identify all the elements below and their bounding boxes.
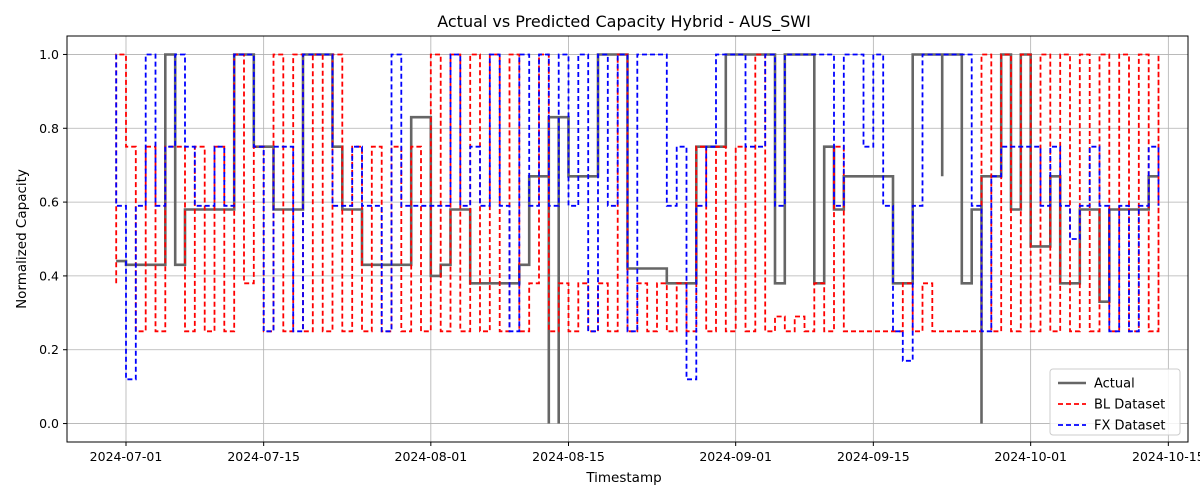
x-tick-label: 2024-07-15 bbox=[227, 449, 300, 464]
y-tick-label: 0.2 bbox=[39, 342, 59, 357]
x-tick-label: 2024-10-15 bbox=[1132, 449, 1200, 464]
y-tick-label: 0.0 bbox=[39, 416, 59, 431]
y-axis-title: Normalized Capacity bbox=[14, 169, 30, 309]
legend-label: Actual bbox=[1094, 377, 1135, 392]
x-tick-label: 2024-08-15 bbox=[532, 449, 605, 464]
x-tick-label: 2024-08-01 bbox=[395, 449, 468, 464]
x-axis-title: Timestamp bbox=[585, 470, 661, 486]
legend-box bbox=[1049, 368, 1181, 436]
series-line-bl-dataset bbox=[115, 53, 1160, 333]
y-tick-label: 1.0 bbox=[39, 47, 59, 62]
series-layer bbox=[115, 53, 1160, 424]
x-tick-label: 2024-09-15 bbox=[837, 449, 910, 464]
legend-label: FX Dataset bbox=[1094, 419, 1165, 434]
legend: Actual BL Dataset FX Dataset bbox=[1049, 368, 1181, 436]
x-tick-label: 2024-10-01 bbox=[994, 449, 1067, 464]
y-tick-label: 0.8 bbox=[39, 121, 59, 136]
chart-title: Actual vs Predicted Capacity Hybrid - AU… bbox=[437, 12, 811, 32]
y-tick-label: 0.4 bbox=[39, 268, 59, 283]
x-tick-label: 2024-09-01 bbox=[699, 449, 772, 464]
y-tick-label: 0.6 bbox=[39, 195, 59, 210]
x-axis: 2024-07-01 2024-07-15 2024-08-01 2024-08-15… bbox=[90, 442, 1200, 464]
x-tick-label: 2024-07-01 bbox=[90, 449, 163, 464]
y-axis: 0.0 0.2 0.4 0.6 0.8 1.0 bbox=[39, 47, 67, 431]
plot-frame bbox=[66, 35, 1189, 443]
legend-label: BL Dataset bbox=[1094, 398, 1165, 413]
